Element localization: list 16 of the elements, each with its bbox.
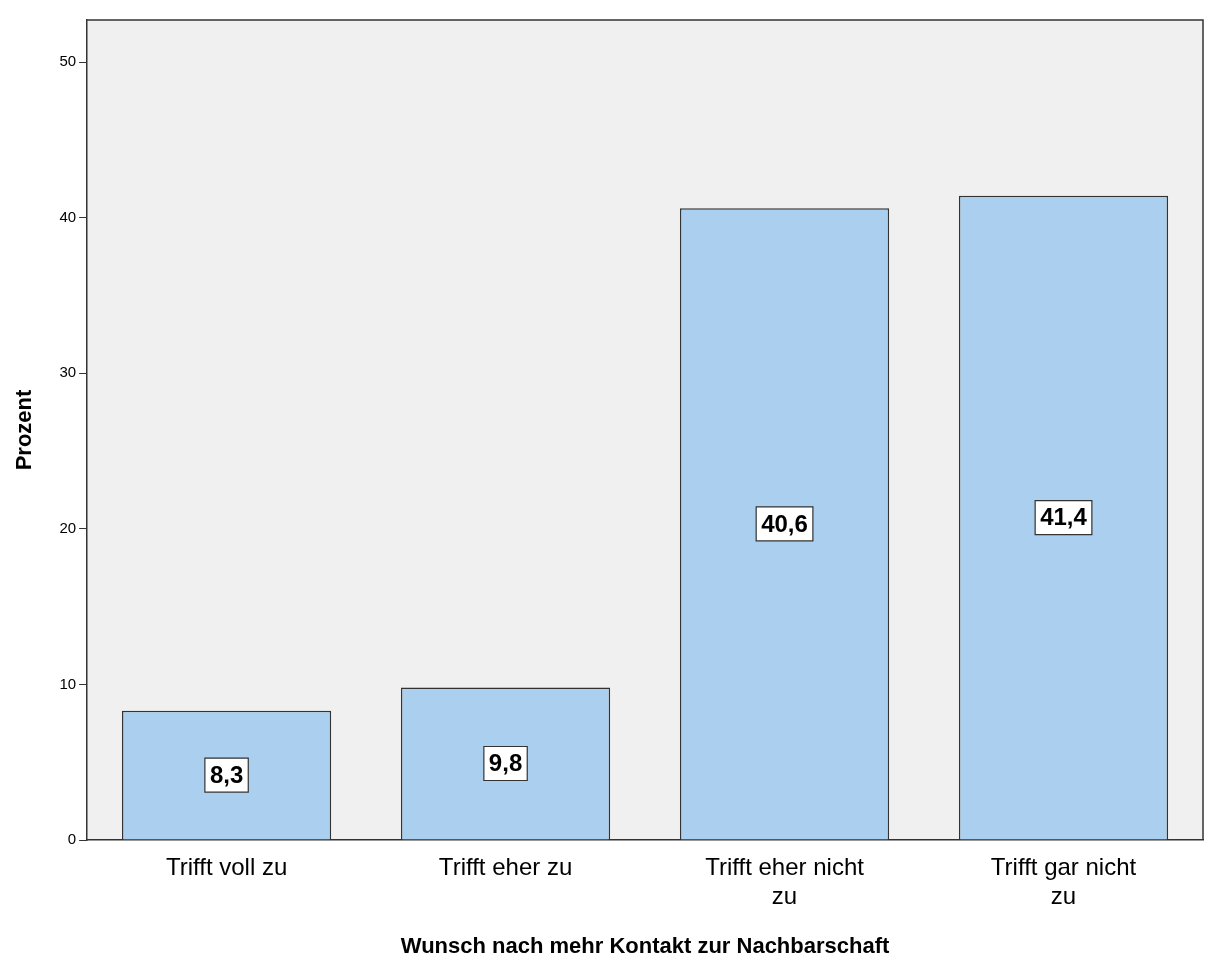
data-label: 8,3 bbox=[209, 760, 244, 788]
y-axis-title: Prozent bbox=[11, 389, 37, 471]
y-tick-label: 0 bbox=[67, 830, 77, 848]
y-tick-label: 30 bbox=[59, 363, 77, 381]
x-tick-label: Trifft gar nicht zu bbox=[990, 853, 1137, 909]
x-axis-title: Wunsch nach mehr Kontakt zur Nachbarschaft bbox=[400, 932, 890, 958]
x-tick-label: Trifft eher zu bbox=[438, 853, 573, 881]
data-label: 9,8 bbox=[488, 749, 523, 777]
y-tick-label: 50 bbox=[59, 52, 77, 70]
x-tick-label: Trifft eher nicht zu bbox=[705, 853, 865, 909]
y-tick-label: 40 bbox=[59, 207, 77, 225]
data-label: 41,4 bbox=[1040, 503, 1088, 531]
y-tick-label: 10 bbox=[59, 674, 77, 692]
x-tick-label: Trifft voll zu bbox=[165, 853, 288, 881]
data-label: 40,6 bbox=[761, 509, 808, 537]
y-tick-label: 20 bbox=[59, 518, 77, 536]
